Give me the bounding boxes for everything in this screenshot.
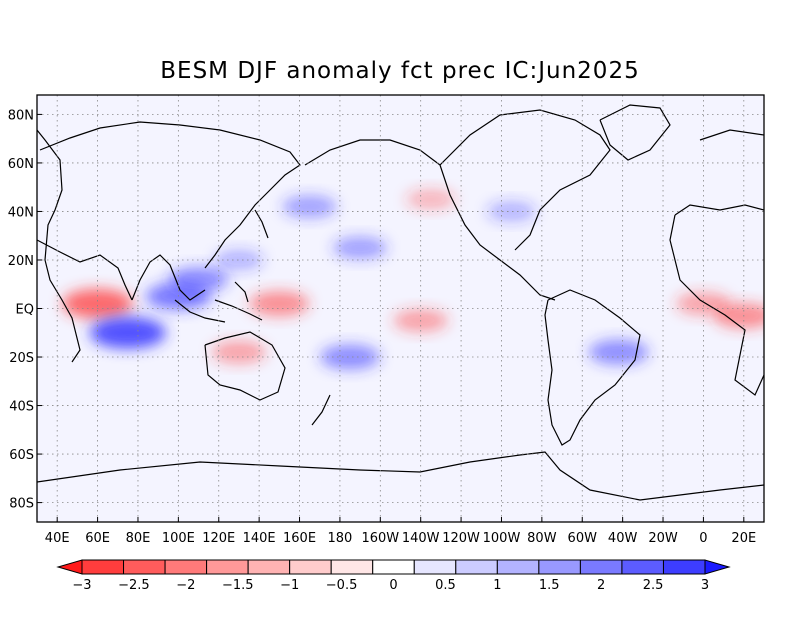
lon-label: 40W [608, 531, 638, 546]
anomaly-region-12 [676, 292, 731, 315]
lon-label: 20W [648, 531, 678, 546]
lon-label: 120W [442, 531, 480, 546]
lat-label: 40S [9, 400, 34, 415]
lon-label: 140E [243, 531, 276, 546]
lon-label: 160W [361, 531, 399, 546]
colorbar-min-arrow [56, 559, 83, 575]
lon-label: 80E [126, 531, 151, 546]
lat-label: 80S [9, 497, 34, 512]
colorbar-box [372, 559, 415, 575]
colorbar-label: −1.5 [222, 578, 254, 593]
colorbar-box [662, 559, 706, 575]
lon-label: 160E [283, 531, 316, 546]
lat-label: 60S [9, 448, 34, 463]
anomaly-region-3 [168, 266, 229, 292]
longitude-axis: 40E 60E 80E 100E 120E 140E 160E 180 160W 140W 120W… [45, 517, 756, 546]
lon-label: 60E [85, 531, 110, 546]
lon-label: 140W [402, 531, 440, 546]
colorbar-box [247, 559, 291, 575]
colorbar-label: −1 [280, 578, 299, 593]
lon-label: 100E [162, 531, 195, 546]
lat-label: 40N [8, 205, 34, 220]
lat-label: 60N [8, 157, 34, 172]
colorbar-label: 0.5 [435, 578, 456, 593]
colorbar-box [538, 559, 581, 575]
colorbar-box [164, 559, 208, 575]
lat-label: 80N [8, 108, 34, 123]
colorbar-box [330, 559, 374, 575]
colorbar-box [206, 559, 249, 575]
colorbar-label: −3 [72, 578, 91, 593]
anomaly-region-15 [282, 195, 337, 218]
colorbar-box [579, 559, 623, 575]
colorbar-box [621, 559, 664, 575]
lon-label: 0 [699, 531, 707, 546]
anomaly-region-4 [214, 249, 264, 271]
lon-label: 180 [328, 531, 353, 546]
colorbar-box [413, 559, 457, 575]
anomaly-region-10 [211, 340, 267, 364]
lon-label: 100W [483, 531, 521, 546]
lon-label: 20E [731, 531, 756, 546]
colorbar [56, 559, 731, 575]
colorbar-box [496, 559, 540, 575]
anomaly-region-11 [588, 339, 649, 365]
lat-label: 20N [8, 254, 34, 269]
lon-label: 80W [527, 531, 557, 546]
anomaly-region-13 [713, 303, 764, 329]
lat-label: EQ [16, 303, 34, 318]
lon-label: 40E [45, 531, 70, 546]
lat-label: 20S [9, 351, 34, 366]
anomaly-region-0 [62, 288, 133, 319]
coastlines [37, 104, 764, 501]
colorbar-box [123, 559, 166, 575]
colorbar-box [455, 559, 498, 575]
colorbar-label: 2 [597, 578, 605, 593]
colorbar-labels: −3 −2.5 −2 −1.5 −1 −0.5 0 0.5 1 1.5 2 2.5 3 [72, 578, 709, 593]
map-title: BESM DJF anomaly fct prec IC:Jun2025 [160, 58, 640, 84]
anomaly-region-14 [486, 201, 537, 222]
colorbar-label: 3 [701, 578, 709, 593]
colorbar-box [81, 559, 125, 575]
colorbar-label: 1 [493, 578, 501, 593]
anomaly-region-5 [249, 291, 310, 317]
gridlines [37, 95, 764, 522]
colorbar-label: −2 [176, 578, 195, 593]
anomaly-region-6 [332, 236, 388, 260]
colorbar-box [289, 559, 332, 575]
anomaly-region-7 [406, 189, 456, 210]
colorbar-label: −2.5 [118, 578, 150, 593]
colorbar-label: 0 [389, 578, 397, 593]
anomaly-region-9 [320, 344, 381, 370]
colorbar-label: −0.5 [326, 578, 358, 593]
lon-label: 60W [568, 531, 598, 546]
plot-area [37, 95, 764, 522]
anomaly-field [62, 189, 764, 370]
colorbar-label: 1.5 [539, 578, 560, 593]
anomaly-region-1 [89, 316, 166, 349]
latitude-axis: 80N 60N 40N 20N EQ 20S 40S 60S 80S [8, 108, 42, 512]
colorbar-label: 2.5 [643, 578, 664, 593]
lon-label: 120E [202, 531, 235, 546]
colorbar-max-arrow [704, 559, 731, 575]
